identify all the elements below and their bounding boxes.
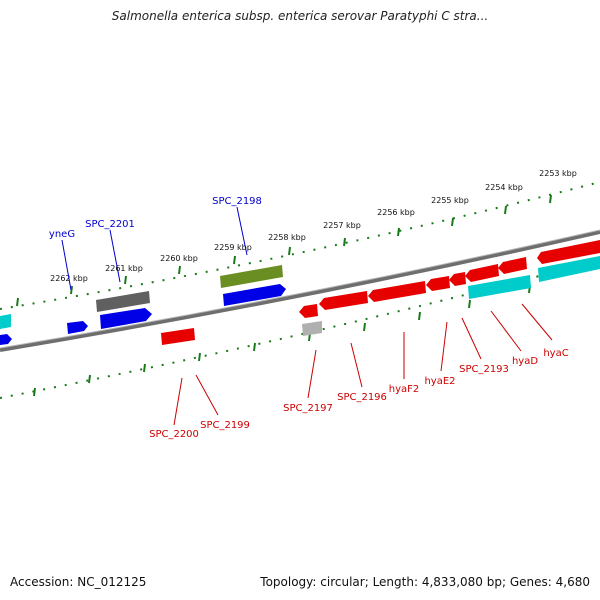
tick-label: 2254 kbp: [485, 183, 523, 192]
gene-label-SPC_2201[interactable]: SPC_2201: [85, 219, 135, 230]
gene-feature[interactable]: [468, 275, 531, 299]
map-title: Salmonella enterica subsp. enterica sero…: [111, 9, 489, 23]
gene-feature[interactable]: [319, 291, 368, 310]
gene-label-SPC_2198[interactable]: SPC_2198: [212, 196, 262, 207]
inner-major-ticks: [33, 284, 531, 397]
gene-feature[interactable]: [100, 308, 152, 329]
tick-label: 2259 kbp: [214, 243, 252, 252]
genome-stats: Topology: circular; Length: 4,833,080 bp…: [260, 575, 590, 589]
accession-value: NC_012125: [77, 575, 147, 589]
forward-genes: [0, 265, 286, 345]
outer-major-ticks: [16, 194, 552, 307]
reverse-genes: [161, 240, 600, 345]
gene-label-hyaE2[interactable]: hyaE2: [424, 376, 455, 387]
length-label: Length:: [372, 575, 419, 589]
tick-label: 2260 kbp: [160, 254, 198, 263]
gene-feature[interactable]: [67, 321, 88, 334]
accession-info: Accession: NC_012125: [10, 575, 146, 589]
accession-label: Accession:: [10, 575, 74, 589]
genome-backbone: [0, 230, 600, 352]
gene-feature[interactable]: [498, 257, 527, 274]
tick-label: 2256 kbp: [377, 208, 415, 217]
tick-label: 2253 kbp: [539, 169, 577, 178]
tick-label: 2255 kbp: [431, 196, 469, 205]
gene-feature[interactable]: [161, 328, 195, 345]
gene-label-SPC_2199[interactable]: SPC_2199: [200, 420, 250, 431]
tick-label: 2261 kbp: [105, 264, 143, 273]
gene-feature[interactable]: [368, 281, 426, 302]
length-value: 4,833,080 bp: [421, 575, 502, 589]
reverse-labels: SPC_2200 SPC_2199 SPC_2197 SPC_2196 hyaF…: [149, 303, 569, 440]
topology-value: circular: [320, 575, 365, 589]
gene-feature[interactable]: [0, 314, 11, 329]
gene-label-yneG[interactable]: yneG: [49, 229, 75, 240]
gene-label-hyaF2[interactable]: hyaF2: [389, 384, 420, 395]
gene-label-hyaD[interactable]: hyaD: [512, 356, 538, 367]
genes-label: Genes:: [509, 575, 552, 589]
tick-label: 2257 kbp: [323, 221, 361, 230]
gene-feature[interactable]: [465, 264, 499, 282]
topology-label: Topology:: [260, 575, 317, 589]
gene-label-SPC_2197[interactable]: SPC_2197: [283, 403, 333, 414]
gene-feature[interactable]: [223, 284, 286, 306]
gene-feature[interactable]: [426, 276, 450, 291]
gene-feature[interactable]: [96, 291, 150, 312]
tick-label: 2258 kbp: [268, 233, 306, 242]
gene-feature[interactable]: [220, 265, 283, 288]
gene-feature[interactable]: [0, 334, 12, 345]
forward-labels: yneG SPC_2201 SPC_2198: [49, 196, 262, 291]
gene-label-hyaC[interactable]: hyaC: [543, 348, 568, 359]
gene-label-SPC_2200[interactable]: SPC_2200: [149, 429, 199, 440]
gene-feature[interactable]: [299, 304, 318, 318]
gene-label-SPC_2196[interactable]: SPC_2196: [337, 392, 387, 403]
gene-feature[interactable]: [537, 240, 600, 264]
gene-feature[interactable]: [449, 272, 466, 286]
gene-feature[interactable]: [302, 321, 322, 336]
gene-label-SPC_2193[interactable]: SPC_2193: [459, 364, 509, 375]
genes-value: 4,680: [555, 575, 590, 589]
gene-feature[interactable]: [538, 256, 600, 282]
